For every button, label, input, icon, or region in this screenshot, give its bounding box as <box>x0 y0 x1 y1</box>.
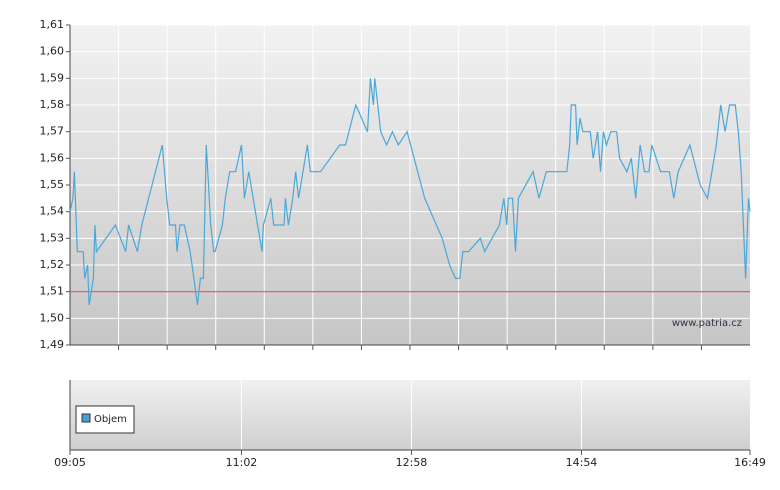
y-tick-label: 1,51 <box>40 285 65 298</box>
price-line <box>69 78 751 306</box>
y-tick-label: 1,49 <box>40 338 65 351</box>
legend-label: Objem <box>94 414 127 425</box>
y-tick-label: 1,54 <box>40 205 65 218</box>
y-tick-label: 1,61 <box>40 18 65 31</box>
y-tick-label: 1,53 <box>40 231 65 244</box>
y-tick-label: 1,50 <box>40 311 65 324</box>
x-tick-label: 14:54 <box>566 456 598 469</box>
x-tick-label: 11:02 <box>226 456 258 469</box>
y-tick-label: 1,56 <box>40 151 65 164</box>
y-tick-label: 1,57 <box>40 125 65 138</box>
x-tick-label: 12:58 <box>396 456 428 469</box>
legend-swatch <box>81 413 91 423</box>
y-tick-label: 1,52 <box>40 258 65 271</box>
watermark: www.patria.cz <box>672 318 742 329</box>
x-tick-label: 16:49 <box>734 456 766 469</box>
volume-panel <box>70 380 750 450</box>
x-tick-label: 09:05 <box>54 456 86 469</box>
y-tick-label: 1,58 <box>40 98 65 111</box>
y-tick-label: 1,59 <box>40 71 65 84</box>
y-tick-label: 1,55 <box>40 178 65 191</box>
y-tick-label: 1,60 <box>40 45 65 58</box>
